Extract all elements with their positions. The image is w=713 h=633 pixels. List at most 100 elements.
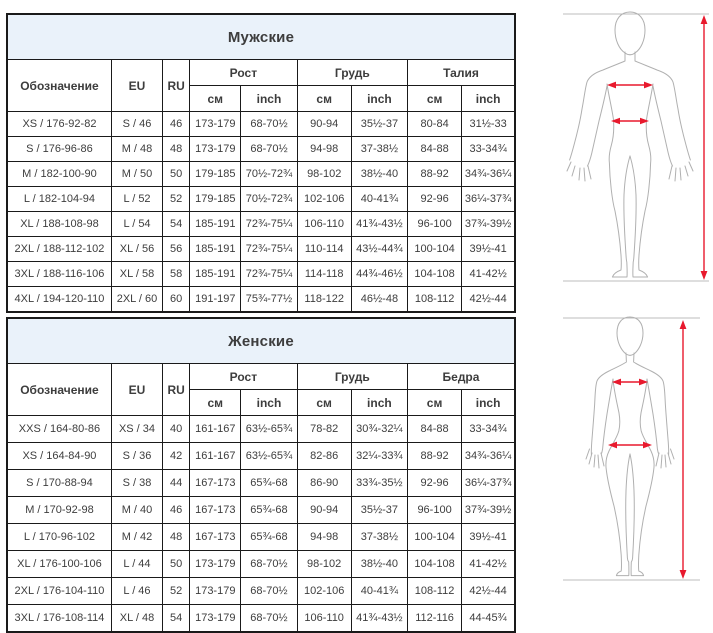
size-cell: 70½-72¾	[240, 161, 298, 187]
size-row: 2XL / 176-104-110 L / 46 52 173-179 68-70½ 10…	[6, 577, 516, 605]
table-unit-header-row: см inch см inch см inch	[7, 389, 516, 416]
size-cell: 106-110	[296, 211, 352, 237]
womens-table-body: XXS / 164-80-86 XS / 34 40 161-167 63½-65¾ 78…	[6, 415, 516, 633]
size-cell: 92-96	[407, 186, 463, 212]
size-cell: 33-34¾	[461, 136, 516, 162]
mens-table-title: Мужские	[6, 13, 516, 60]
size-cell: 65¾-68	[240, 469, 298, 497]
size-cell: 72¾-75¼	[240, 261, 298, 287]
size-cell: 46	[162, 496, 191, 524]
size-cell: XS / 164-84-90	[6, 442, 112, 470]
col-header-ru: RU	[162, 363, 191, 416]
size-cell: 39½-41	[461, 236, 516, 262]
size-cell: 88-92	[407, 161, 463, 187]
size-cell: 4XL / 194-120-110	[6, 286, 112, 313]
size-cell: 36¼-37¾	[461, 469, 516, 497]
unit-header-cm: см	[296, 85, 352, 112]
hips-arrow	[608, 441, 652, 449]
size-cell: 185-191	[189, 236, 242, 262]
size-cell: 2XL / 176-104-110	[6, 577, 112, 605]
size-row: XL / 176-100-106 L / 44 50 173-179 68-70½ 98-…	[6, 550, 516, 578]
size-cell: 104-108	[407, 261, 463, 287]
size-cell: 75¾-77½	[240, 286, 298, 313]
size-cell: 48	[162, 523, 191, 551]
size-cell: 37-38½	[350, 523, 408, 551]
size-cell: 86-90	[296, 469, 352, 497]
col-header-height: Рост	[189, 59, 298, 86]
size-row: 2XL / 188-112-102 XL / 56 56 185-191 72¾-75¼…	[6, 236, 516, 262]
size-cell: 185-191	[189, 261, 242, 287]
size-cell: 42½-44	[461, 577, 516, 605]
size-cell: 112-116	[406, 604, 463, 633]
col-header-designation: Обозначение	[6, 363, 112, 416]
size-cell: 44	[162, 469, 191, 497]
size-cell: 3XL / 176-108-114	[6, 604, 112, 633]
male-body-outline-icon	[566, 11, 694, 278]
size-cell: 65¾-68	[240, 523, 298, 551]
size-cell: 50	[162, 550, 191, 578]
size-cell: 68-70½	[240, 111, 298, 137]
size-cell: 37¾-39½	[461, 211, 516, 237]
size-cell: 82-86	[296, 442, 352, 470]
size-cell: 173-179	[189, 550, 242, 578]
size-row: M / 170-92-98 M / 40 46 167-173 65¾-68 90-94 3…	[6, 496, 516, 524]
size-row: XL / 188-108-98 L / 54 54 185-191 72¾-75¼ 106…	[6, 211, 516, 237]
size-cell: 84-88	[407, 136, 463, 162]
size-cell: 102-106	[296, 577, 352, 605]
mens-table-body: XS / 176-92-82 S / 46 46 173-179 68-70½ 90-94…	[6, 111, 516, 313]
size-cell: XXS / 164-80-86	[6, 415, 112, 443]
size-cell: 68-70½	[240, 550, 298, 578]
size-cell: XS / 176-92-82	[6, 111, 112, 137]
size-cell: 52	[162, 577, 191, 605]
col-header-eu: EU	[110, 363, 164, 416]
size-cell: 60	[162, 286, 191, 313]
size-cell: 179-185	[189, 161, 242, 187]
col-header-hips: Бедра	[406, 363, 516, 390]
size-cell: M / 50	[110, 161, 164, 187]
size-cell: 100-104	[407, 236, 463, 262]
womens-size-table: Женские Обозначение EU RU Рост Грудь Бед…	[6, 317, 516, 633]
size-cell: 2XL / 60	[110, 286, 164, 313]
col-header-waist: Талия	[407, 59, 516, 86]
unit-header-inch: inch	[240, 389, 298, 416]
size-cell: M / 42	[110, 523, 164, 551]
female-measurement-figure	[563, 316, 700, 581]
size-cell: 118-122	[296, 286, 352, 313]
size-cell: 110-114	[296, 236, 352, 262]
size-cell: L / 52	[110, 186, 164, 212]
size-cell: XL / 176-100-106	[6, 550, 112, 578]
womens-size-table-grid: Женские Обозначение EU RU Рост Грудь Бед…	[6, 317, 516, 633]
table-title-row: Мужские	[6, 13, 516, 60]
size-cell: 100-104	[406, 523, 463, 551]
unit-header-inch: inch	[350, 389, 408, 416]
size-cell: 173-179	[189, 577, 242, 605]
size-row: S / 170-88-94 S / 38 44 167-173 65¾-68 86-90 3…	[6, 469, 516, 497]
size-cell: 54	[162, 604, 191, 633]
size-cell: 58	[162, 261, 191, 287]
size-cell: 173-179	[189, 604, 242, 633]
size-cell: 44¾-46½	[350, 261, 409, 287]
mens-size-table-grid: Мужские Обозначение EU RU Рост Грудь Тал…	[6, 13, 516, 313]
col-header-designation: Обозначение	[6, 59, 112, 112]
size-cell: 42½-44	[461, 286, 516, 313]
size-cell: 78-82	[296, 415, 352, 443]
table-group-header-row: Обозначение EU RU Рост Грудь Бедра	[6, 363, 516, 416]
size-cell: 3XL / 188-116-106	[6, 261, 112, 287]
size-cell: 179-185	[189, 186, 242, 212]
size-cell: 185-191	[189, 211, 242, 237]
size-row: 3XL / 188-116-106 XL / 58 58 185-191 72¾-75¼…	[6, 261, 516, 287]
size-cell: 35½-37	[350, 111, 409, 137]
size-cell: 108-112	[407, 286, 463, 313]
bust-arrow	[612, 378, 648, 386]
size-cell: 42	[162, 442, 191, 470]
size-cell: 44-45¾	[461, 604, 516, 633]
size-cell: 68-70½	[240, 136, 298, 162]
height-arrow	[700, 15, 708, 280]
size-cell: 41-42½	[461, 550, 516, 578]
size-cell: 38½-40	[350, 161, 409, 187]
size-row: XXS / 164-80-86 XS / 34 40 161-167 63½-65¾ 78…	[6, 415, 516, 443]
size-cell: 167-173	[189, 496, 242, 524]
unit-header-cm: см	[189, 389, 242, 416]
size-cell: 33-34¾	[461, 415, 516, 443]
unit-header-inch: inch	[350, 85, 409, 112]
